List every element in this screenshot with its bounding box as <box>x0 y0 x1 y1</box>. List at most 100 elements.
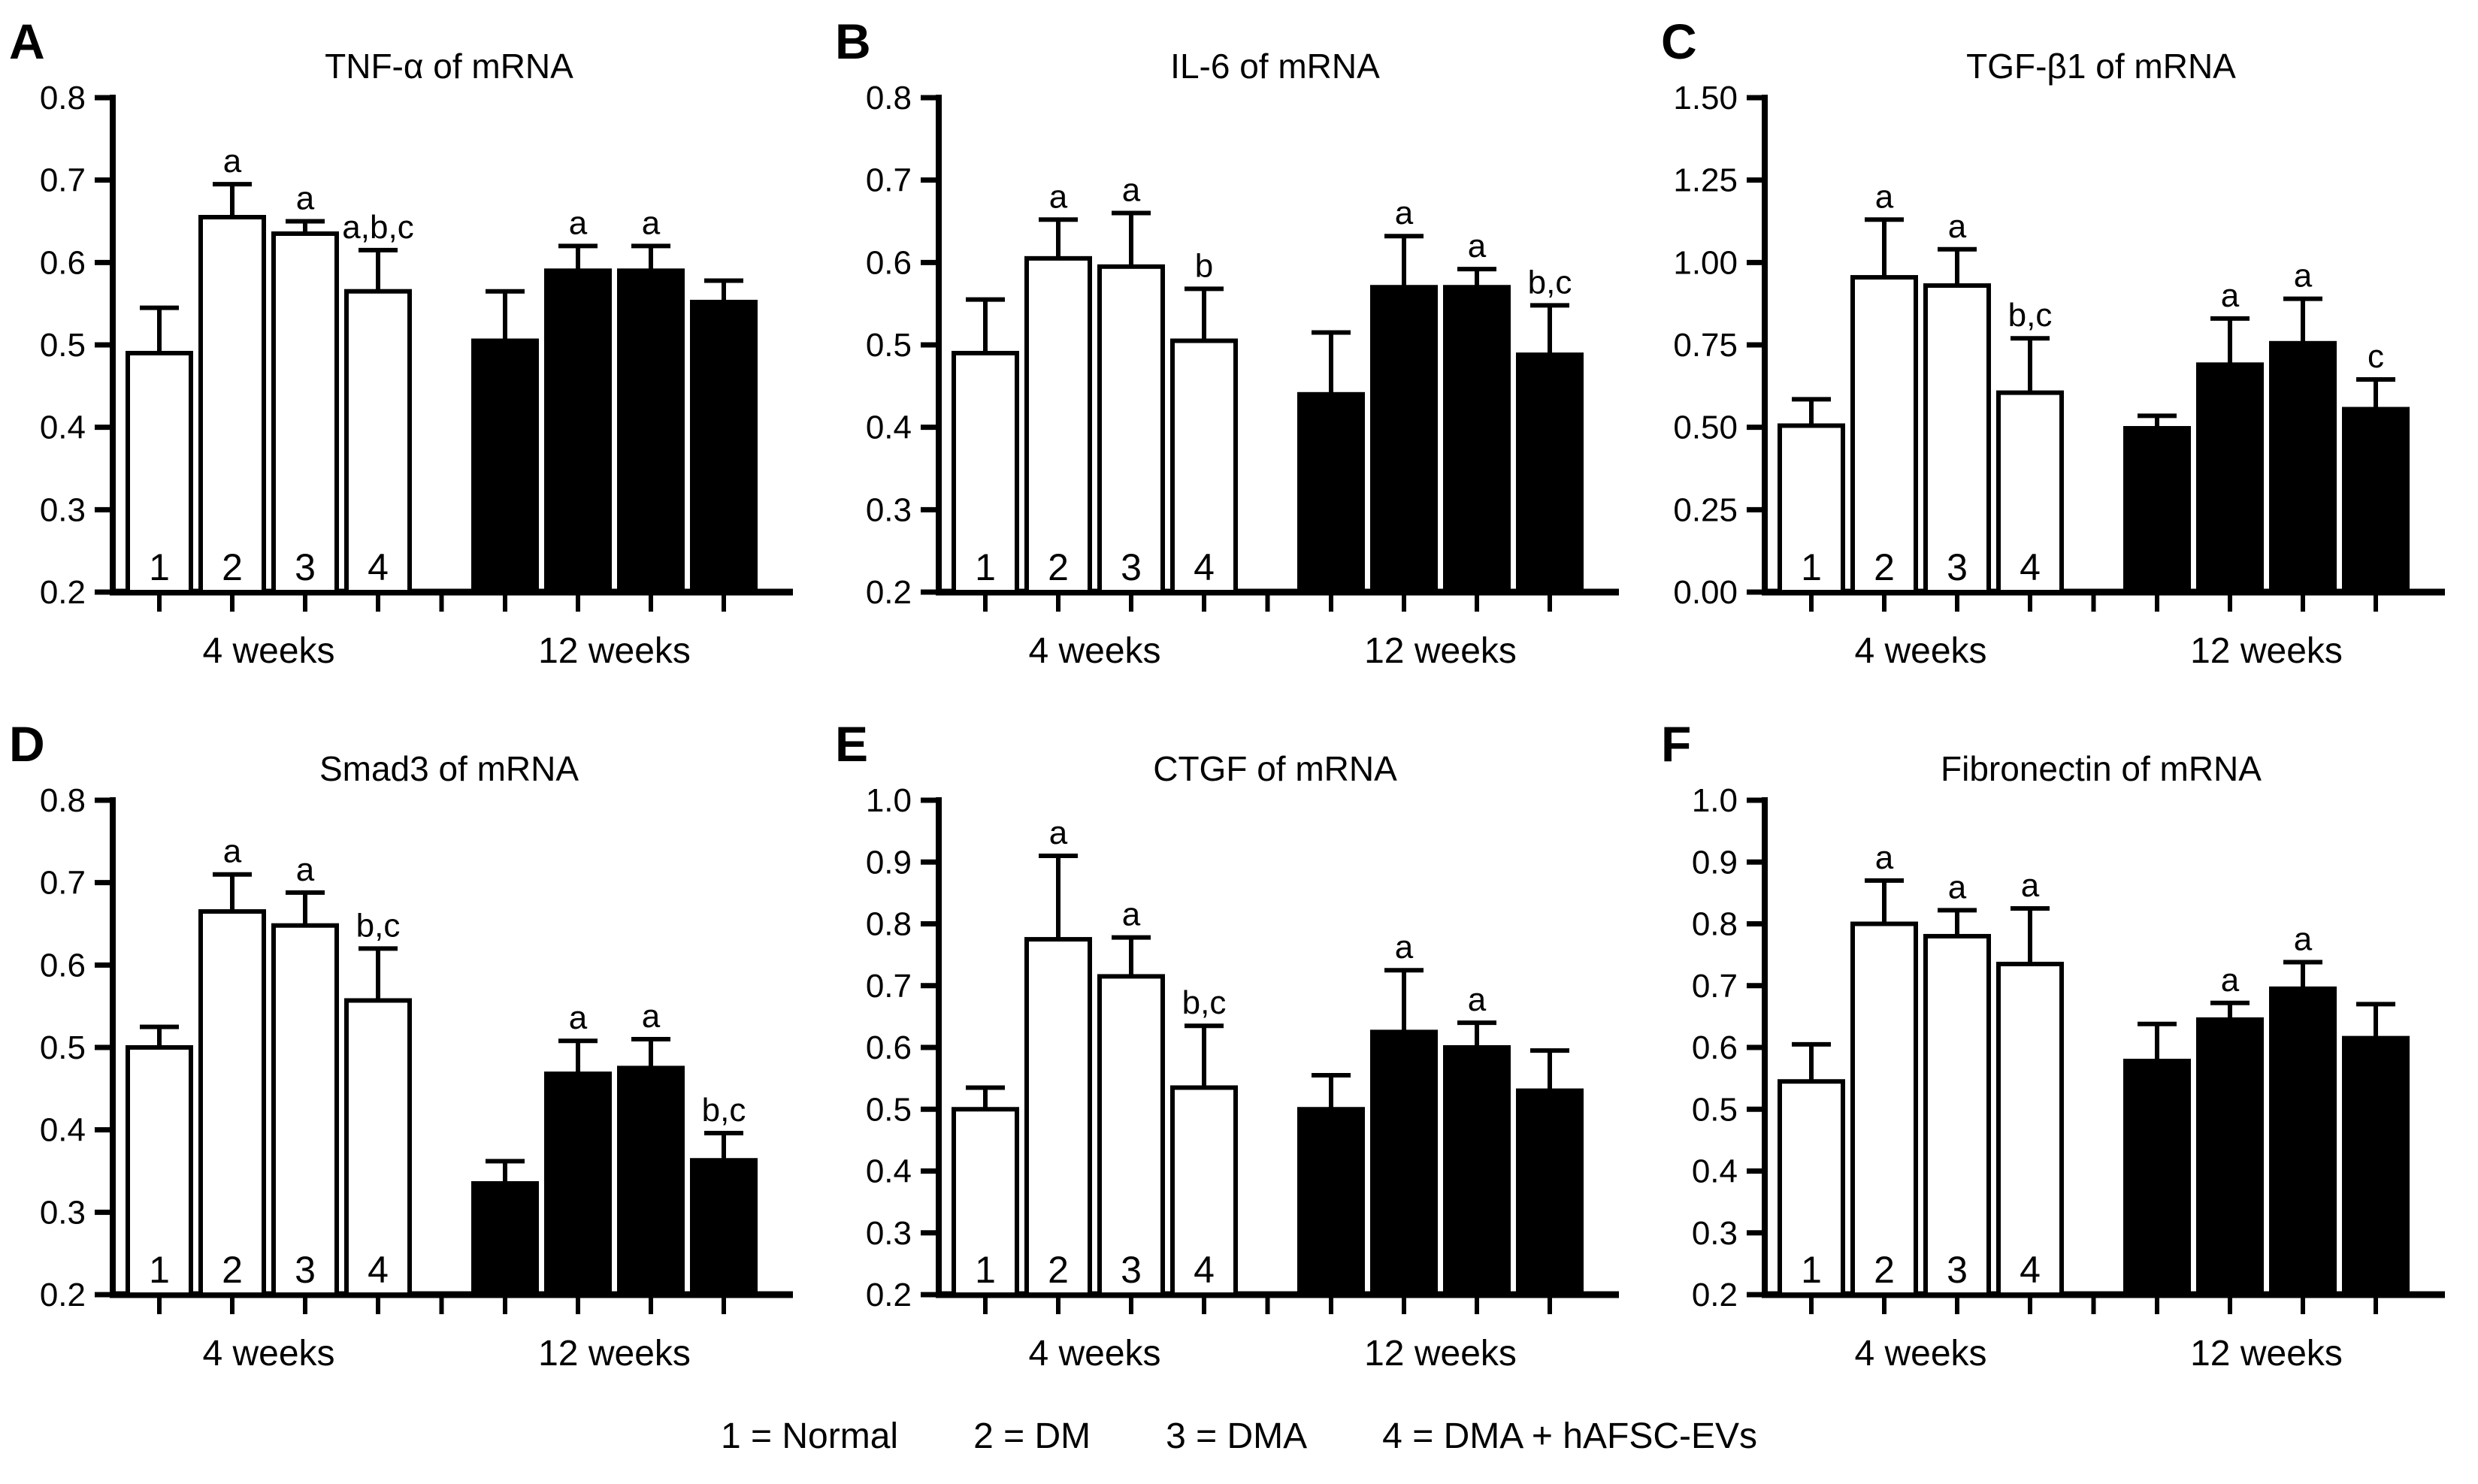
bar <box>544 1071 612 1297</box>
significance-label: a <box>2021 867 2040 904</box>
significance-label: c <box>2368 338 2384 375</box>
panel-letter: C <box>1661 14 1697 69</box>
bar-number: 3 <box>640 546 661 588</box>
bar <box>1778 423 1845 594</box>
bar-number: 3 <box>295 1249 316 1291</box>
bar <box>1996 390 2064 595</box>
bar-number: 2 <box>567 546 588 588</box>
bar <box>2196 1017 2264 1297</box>
bar <box>1850 275 1918 594</box>
significance-label: a <box>2294 920 2313 957</box>
panel-letter: E <box>835 716 868 772</box>
x-group-label: 12 weeks <box>538 631 691 671</box>
significance-label: a <box>1122 172 1141 209</box>
bar <box>2342 407 2410 594</box>
bar-number: 1 <box>1801 1249 1822 1291</box>
x-group-label: 4 weeks <box>1854 631 1986 671</box>
bar-number: 2 <box>1393 1249 1414 1291</box>
bar <box>471 1180 539 1298</box>
bar-number: 4 <box>368 1249 389 1291</box>
bar <box>271 231 339 594</box>
bar <box>952 1107 1019 1297</box>
bar-number: 4 <box>713 546 734 588</box>
significance-label: b,c <box>1182 984 1227 1021</box>
x-group-label: 12 weeks <box>2190 1334 2343 1374</box>
bar <box>1097 974 1165 1297</box>
bar <box>1516 1088 1584 1297</box>
bar-number: 1 <box>149 1249 170 1291</box>
bar <box>617 268 685 594</box>
significance-label: b <box>1195 247 1213 284</box>
bar <box>1516 352 1584 594</box>
bar <box>126 350 193 594</box>
y-tick-label: 0.4 <box>40 410 86 446</box>
y-tick-label: 0.9 <box>866 844 912 881</box>
significance-label: a <box>1875 178 1894 215</box>
significance-label: a <box>642 998 661 1035</box>
y-tick-label: 0.3 <box>40 491 86 528</box>
x-group-label: 4 weeks <box>1028 1334 1160 1374</box>
significance-label: a <box>2221 277 2240 314</box>
bar-number: 2 <box>1048 546 1069 588</box>
legend-item-normal: 1 = Normal <box>720 1416 899 1456</box>
bar-number: 4 <box>1194 546 1215 588</box>
panel-grid: A TNF-α of mRNA 0.2 0.3 0.4 0.5 0.6 0.7 0.8 1 2 a 3 a… <box>0 0 2445 1405</box>
significance-label: a <box>296 180 315 217</box>
y-tick-label: 1.25 <box>1673 162 1738 199</box>
y-tick-label: 0.75 <box>1673 327 1738 364</box>
bar-number: 1 <box>149 546 170 588</box>
significance-label: b,c <box>2008 297 2053 334</box>
y-tick-label: 0.4 <box>866 410 912 446</box>
bar <box>2269 986 2337 1297</box>
bar-number: 4 <box>1194 1249 1215 1291</box>
y-tick-label: 0.8 <box>40 782 86 819</box>
bar <box>1170 1085 1238 1298</box>
significance-label: a,b,c <box>342 209 413 246</box>
x-group-label: 4 weeks <box>1854 1334 1986 1374</box>
y-tick-label: 0.5 <box>866 1091 912 1128</box>
panel-title: Fibronectin of mRNA <box>1941 749 2262 788</box>
significance-label: a <box>1122 896 1141 933</box>
bar-number: 1 <box>495 546 516 588</box>
y-tick-label: 0.3 <box>866 1215 912 1252</box>
y-tick-label: 1.00 <box>1673 244 1738 281</box>
bar <box>617 1065 685 1297</box>
bar <box>2196 362 2264 594</box>
y-tick-label: 1.0 <box>866 782 912 819</box>
y-tick-label: 0.8 <box>866 80 912 116</box>
panel-title: Smad3 of mRNA <box>319 749 579 788</box>
bar <box>198 909 266 1297</box>
bar-number: 3 <box>1121 546 1142 588</box>
y-tick-label: 1.0 <box>1692 782 1738 819</box>
bar <box>1024 255 1092 594</box>
bar <box>544 268 612 594</box>
y-tick-label: 0.3 <box>1692 1215 1738 1252</box>
y-tick-label: 0.25 <box>1673 491 1738 528</box>
panel-D: D Smad3 of mRNA 0.2 0.3 0.4 0.5 0.6 0.7 0.8 1 2 a 3 a… <box>0 703 826 1405</box>
bar <box>690 299 758 594</box>
bar <box>126 1045 193 1297</box>
x-group-label: 4 weeks <box>1028 631 1160 671</box>
bar <box>344 998 412 1297</box>
y-tick-label: 0.7 <box>1692 968 1738 1005</box>
bar-number: 4 <box>2020 1249 2041 1291</box>
y-tick-label: 0.2 <box>866 574 912 611</box>
y-tick-label: 0.6 <box>40 244 86 281</box>
panel-A: A TNF-α of mRNA 0.2 0.3 0.4 0.5 0.6 0.7 0.8 1 2 a 3 a… <box>0 0 826 703</box>
bar-number: 2 <box>222 546 243 588</box>
bar-number: 2 <box>1393 546 1414 588</box>
bar-number: 3 <box>2292 546 2313 588</box>
y-tick-label: 0.5 <box>1692 1091 1738 1128</box>
bar-number: 3 <box>2292 1249 2313 1291</box>
significance-label: a <box>1875 839 1894 876</box>
significance-label: a <box>1948 869 1967 905</box>
bar-number: 4 <box>368 546 389 588</box>
significance-label: a <box>223 143 242 180</box>
panel-E: E CTGF of mRNA 0.2 0.3 0.4 0.5 0.6 0.7 0.8 0.9 1.0… <box>826 703 1652 1405</box>
bar <box>344 289 412 594</box>
y-tick-label: 0.6 <box>40 947 86 984</box>
bar <box>1778 1079 1845 1297</box>
significance-label: a <box>1395 929 1414 966</box>
y-tick-label: 0.4 <box>1692 1153 1738 1190</box>
